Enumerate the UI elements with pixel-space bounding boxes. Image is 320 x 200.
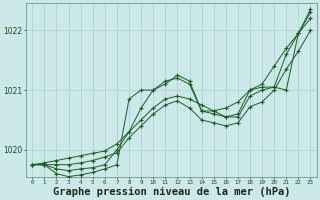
X-axis label: Graphe pression niveau de la mer (hPa): Graphe pression niveau de la mer (hPa) (52, 186, 290, 197)
